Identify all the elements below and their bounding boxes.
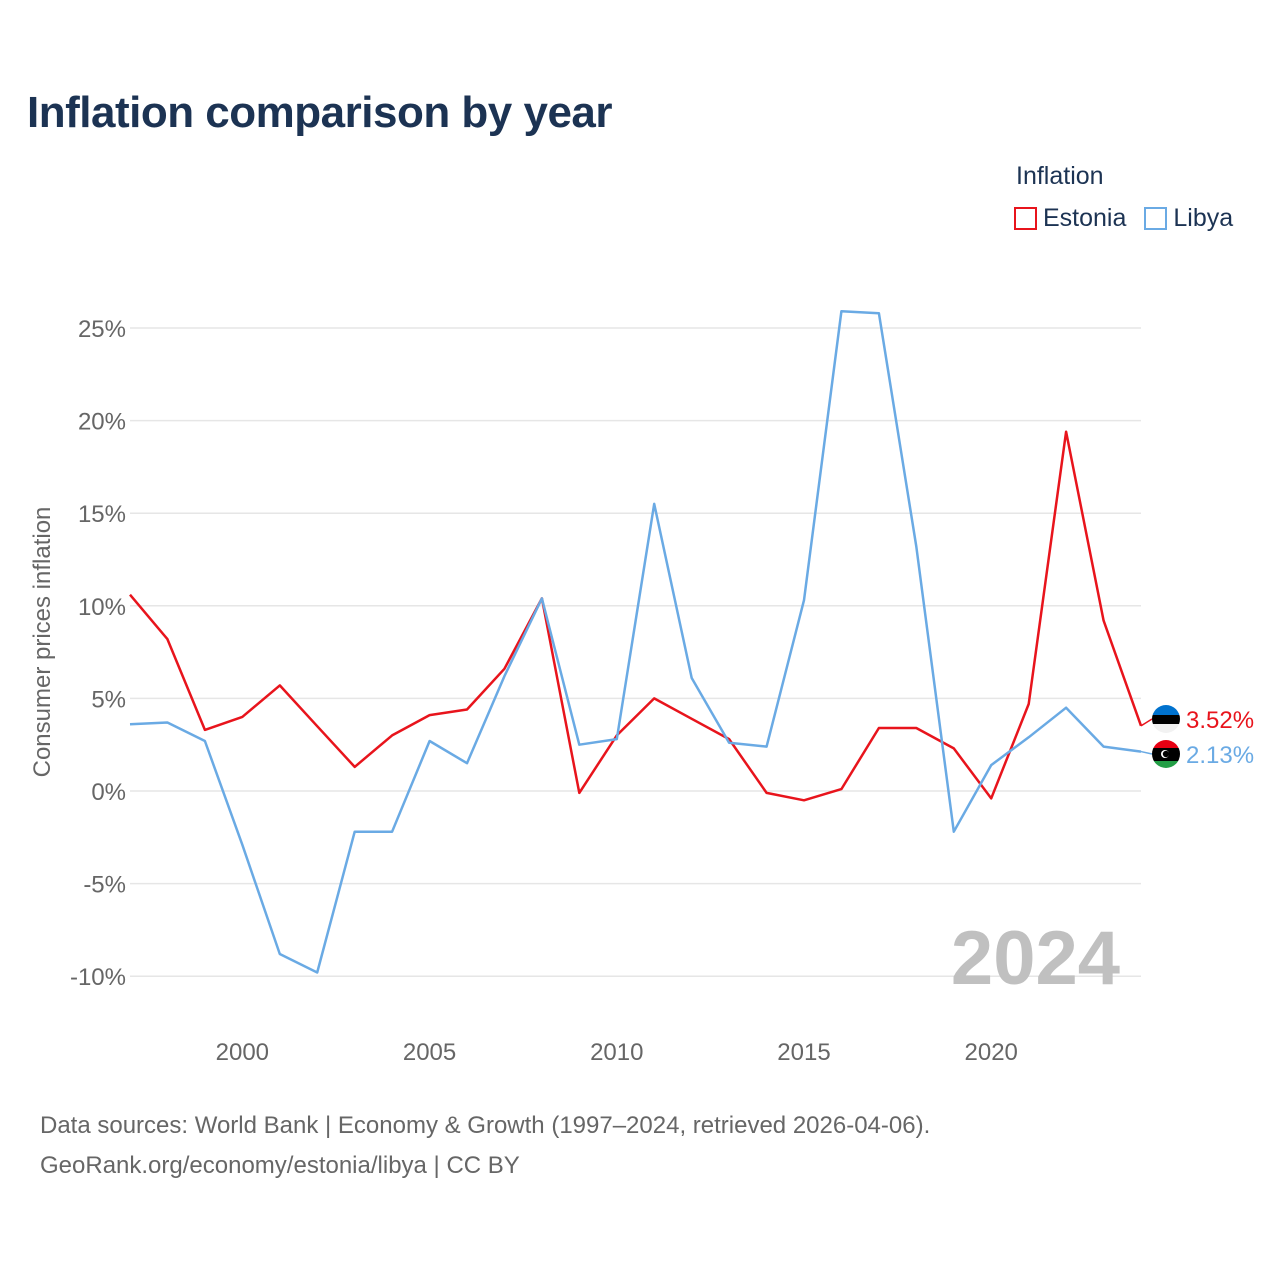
x-tick-label: 2000 [216, 1039, 269, 1066]
x-tick-label: 2005 [403, 1039, 456, 1066]
flag-estonia-stripe-blue [1152, 705, 1180, 715]
year-watermark: 2024 [951, 916, 1120, 1001]
y-tick-label: 20% [78, 409, 126, 436]
legend: Estonia Libya [1014, 204, 1251, 233]
y-tick-label: 10% [78, 594, 126, 621]
y-tick-label: 15% [78, 501, 126, 528]
data-source: Data sources: World Bank | Economy & Gro… [40, 1106, 930, 1186]
x-tick-label: 2015 [777, 1039, 830, 1066]
legend-item-estonia[interactable]: Estonia [1014, 204, 1126, 233]
y-tick-label: 0% [91, 779, 126, 806]
y-tick-label: -5% [83, 872, 126, 899]
legend-swatch-libya [1144, 207, 1168, 230]
y-tick-label: -10% [70, 964, 126, 991]
end-connector-estonia [1140, 718, 1153, 727]
y-tick-label: 5% [91, 686, 126, 713]
end-connector-libya [1140, 750, 1153, 755]
flag-estonia-stripe-black [1152, 715, 1180, 724]
series-line-libya [129, 310, 1142, 974]
series-line-estonia [129, 430, 1143, 802]
y-tick-label: 25% [78, 316, 126, 343]
flag-libya-stripe-green [1152, 761, 1180, 768]
end-label-estonia: 3.52% [1186, 707, 1254, 734]
x-tick-label: 2010 [590, 1039, 643, 1066]
legend-label-libya: Libya [1173, 204, 1234, 232]
legend-swatch-estonia [1014, 207, 1037, 230]
legend-label-estonia: Estonia [1043, 204, 1127, 232]
flag-estonia-stripe-white [1152, 724, 1180, 733]
y-axis-label: Consumer prices inflation [29, 507, 56, 778]
legend-item-libya[interactable]: Libya [1144, 204, 1233, 233]
chart-title: Inflation comparison by year [27, 88, 613, 137]
flag-libya-stripe-red [1152, 740, 1180, 748]
x-tick-label: 2020 [965, 1039, 1018, 1066]
source-line-1: Data sources: World Bank | Economy & Gro… [40, 1112, 931, 1139]
source-line-2[interactable]: GeoRank.org/economy/estonia/libya | CC B… [40, 1152, 520, 1179]
end-label-libya: 2.13% [1186, 742, 1254, 769]
legend-title: Inflation [1016, 162, 1104, 190]
flag-libya-crescent-cut [1162, 750, 1170, 758]
